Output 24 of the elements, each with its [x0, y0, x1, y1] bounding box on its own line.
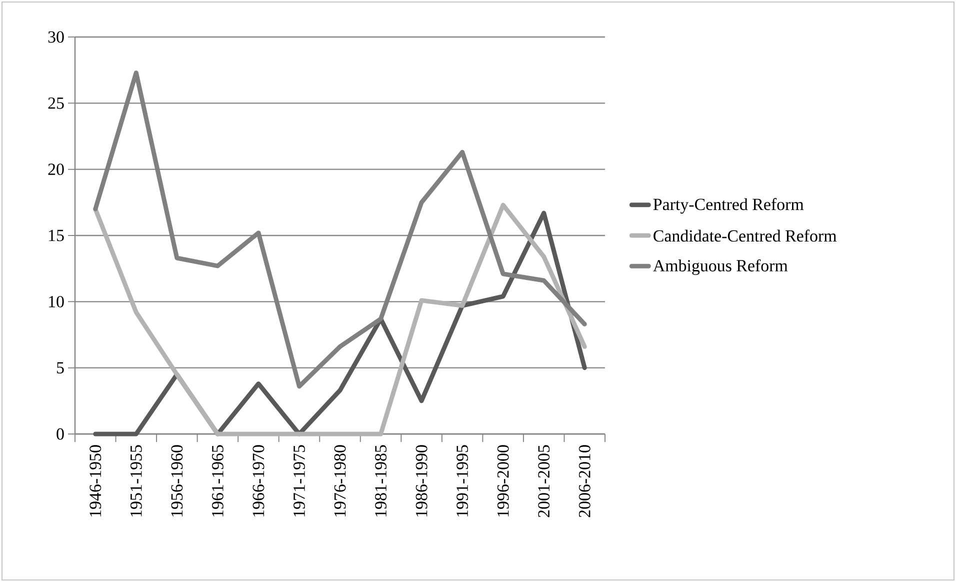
x-tick-label: 1951-1955: [130, 445, 142, 516]
y-tick-label: 30: [48, 31, 64, 43]
y-tick-label: 20: [48, 164, 64, 176]
x-tick-label: 1996-2000: [497, 445, 509, 516]
y-tick-label: 25: [48, 97, 64, 109]
legend-label: Ambiguous Reform: [653, 259, 788, 275]
legend-label: Party-Centred Reform: [653, 198, 804, 214]
x-tick-label: 1956-1960: [171, 445, 183, 516]
x-tick-label: 1976-1980: [334, 445, 346, 516]
x-tick-label: 2006-2010: [578, 445, 590, 518]
x-tick-label: 1961-1965: [212, 445, 224, 516]
legend-label: Candidate-Centred Reform: [654, 230, 837, 242]
x-tick-label: 1986-1990: [416, 445, 428, 516]
y-tick-label: 10: [49, 296, 64, 308]
x-tick-label: 1971-1975: [294, 445, 305, 516]
x-tick-label: 1966-1970: [252, 445, 264, 516]
x-tick-label: 1981-1985: [375, 445, 386, 516]
y-tick-label: 0: [56, 428, 64, 440]
x-tick-label: 1946-1950: [90, 445, 102, 516]
x-tick-label: 1991-1995: [456, 445, 468, 516]
x-tick-label: 2001-2005: [538, 445, 550, 518]
y-tick-label: 5: [56, 362, 64, 374]
line-series: [93, 70, 587, 389]
y-tick-label: 15: [49, 230, 64, 242]
